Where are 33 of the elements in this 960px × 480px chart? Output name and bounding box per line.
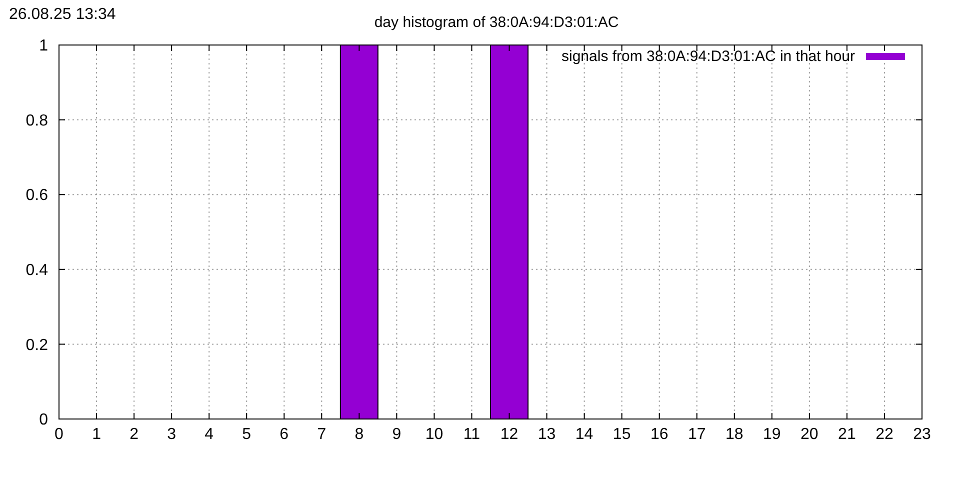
y-tick-label: 0.6 (26, 187, 48, 204)
x-tick-label: 22 (876, 426, 894, 443)
x-tick-label: 14 (575, 426, 594, 443)
chart-title: day histogram of 38:0A:94:D3:01:AC (374, 14, 619, 31)
x-tick-label: 5 (242, 426, 252, 443)
y-tick-label: 0.8 (26, 112, 48, 130)
x-tick-label: 0 (54, 426, 64, 443)
x-tick-label: 18 (725, 426, 744, 443)
x-tick-label: 17 (688, 426, 706, 443)
x-tick-label: 7 (317, 426, 326, 443)
x-tick-label: 20 (800, 426, 818, 443)
x-tick-label: 10 (425, 426, 444, 443)
x-tick-label: 21 (838, 426, 856, 443)
x-tick-label: 15 (612, 426, 631, 443)
x-tick-label: 23 (913, 426, 931, 443)
text: 26.08.25 13:34 (9, 6, 116, 23)
x-tick-label: 1 (92, 426, 102, 443)
y-tick-label: 0 (39, 412, 48, 429)
x-tick-label: 2 (130, 426, 139, 443)
x-tick-label: 11 (463, 426, 480, 443)
x-tick-label: 6 (280, 426, 289, 443)
x-tick-label: 13 (538, 426, 556, 443)
x-tick-label: 9 (392, 426, 402, 443)
y-tick-label: 0.2 (26, 336, 48, 354)
y-tick-label: 1 (39, 38, 48, 55)
x-tick-label: 3 (167, 426, 176, 443)
x-tick-label: 16 (650, 426, 668, 443)
x-tick-label: 19 (763, 426, 781, 443)
x-tick-label: 8 (354, 426, 364, 443)
y-tick-label: 0.4 (26, 262, 48, 279)
x-tick-label: 4 (204, 426, 214, 443)
legend-label: signals from 38:0A:94:D3:01:AC in that hour (562, 48, 855, 65)
x-tick-label: 12 (500, 426, 518, 443)
